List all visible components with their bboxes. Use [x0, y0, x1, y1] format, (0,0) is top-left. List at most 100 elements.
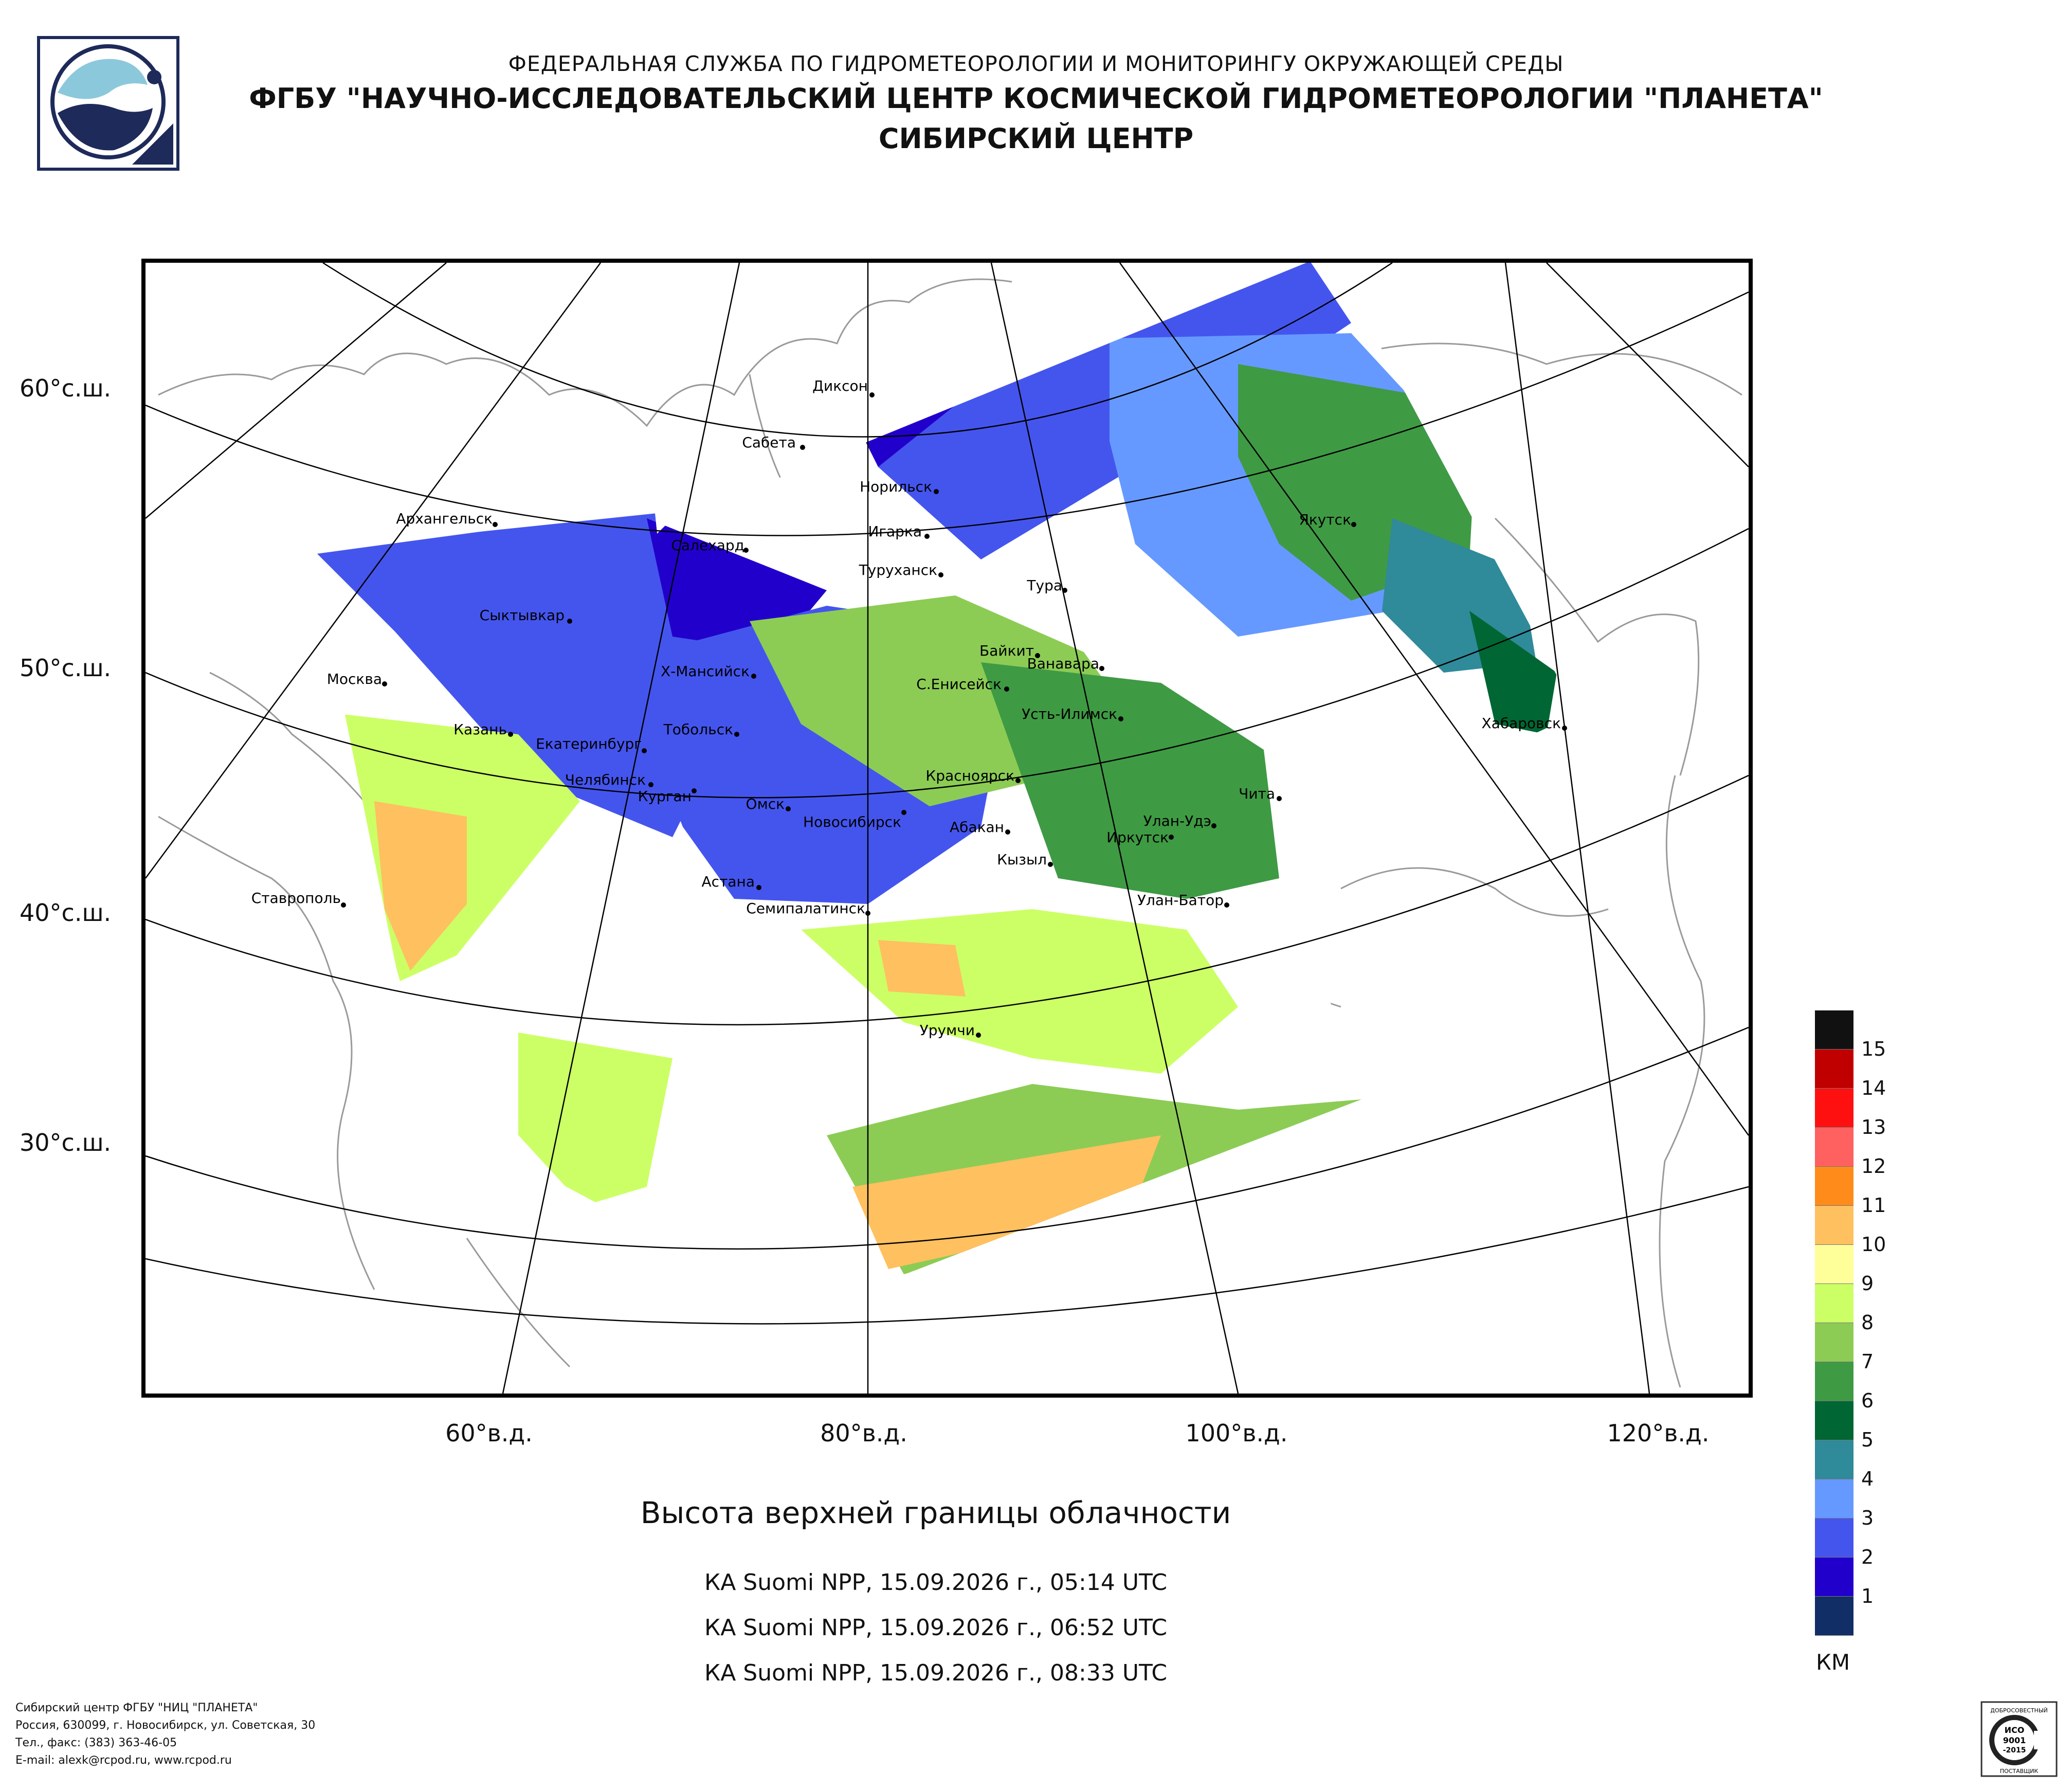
agency-name: ФЕДЕРАЛЬНАЯ СЛУЖБА ПО ГИДРОМЕТЕОРОЛОГИИ …	[508, 51, 1564, 76]
svg-text:Диксон: Диксон	[812, 377, 868, 394]
svg-text:ДОБРОСОВЕСТНЫЙ: ДОБРОСОВЕСТНЫЙ	[1990, 1707, 2048, 1714]
city-semipalatinsk: Семипалатинск	[746, 900, 870, 917]
city-vanavara: Ванавара	[1027, 655, 1104, 672]
institute-name: ФГБУ "НАУЧНО-ИССЛЕДОВАТЕЛЬСКИЙ ЦЕНТР КОС…	[249, 82, 1823, 115]
legend-label: 6	[1861, 1389, 1874, 1412]
city-chelyabinsk: Челябинск	[565, 771, 653, 788]
svg-text:Салехард: Салехард	[671, 537, 744, 554]
height-legend	[1815, 1010, 1853, 1636]
legend-swatch	[1815, 1597, 1853, 1636]
city-salekhard: Салехард	[671, 537, 749, 554]
cities: Диксон Сабета Норильск Игарка Салехард А…	[251, 377, 1567, 1039]
svg-text:Игарка: Игарка	[868, 523, 922, 540]
svg-text:Новосибирск: Новосибирск	[803, 813, 901, 830]
city-tobolsk: Тобольск	[663, 721, 739, 738]
svg-text:Хабаровск: Хабаровск	[1482, 715, 1561, 732]
lon-label-100: 100°в.д.	[1185, 1419, 1288, 1447]
city-krasnoyarsk: Красноярск	[925, 767, 1021, 784]
svg-text:9001: 9001	[2003, 1735, 2026, 1745]
legend-label: 10	[1861, 1233, 1886, 1256]
legend-swatch	[1815, 1362, 1853, 1401]
svg-text:Якутск: Якутск	[1299, 511, 1351, 528]
city-urumqi: Урумчи	[920, 1022, 981, 1039]
legend-swatch	[1815, 1323, 1853, 1362]
city-ulan-ude: Улан-Удэ	[1143, 812, 1216, 829]
planeta-logo	[37, 36, 179, 171]
pass-line-1: КА Suomi NPP, 15.09.2026 г., 05:14 UTC	[704, 1569, 1168, 1596]
lat-label-60: 60°с.ш.	[20, 374, 112, 402]
svg-text:Ставрополь: Ставрополь	[251, 890, 341, 907]
center-name: СИБИРСКИЙ ЦЕНТР	[878, 122, 1194, 155]
svg-text:Астана: Астана	[702, 873, 755, 890]
svg-text:Тура: Тура	[1026, 577, 1062, 594]
lon-label-80: 80°в.д.	[820, 1419, 907, 1447]
legend-label: 5	[1861, 1428, 1874, 1451]
svg-text:Улан-Удэ: Улан-Удэ	[1143, 812, 1211, 829]
map-frame: Диксон Сабета Норильск Игарка Салехард А…	[141, 259, 1753, 1398]
legend-swatch	[1815, 1284, 1853, 1323]
svg-text:Х-Мансийск: Х-Мансийск	[661, 663, 750, 680]
legend-swatch	[1815, 1401, 1853, 1440]
product-title: Высота верхней границы облачности	[640, 1495, 1231, 1530]
svg-text:Усть-Илимск: Усть-Илимск	[1022, 705, 1117, 722]
legend-label: 12	[1861, 1155, 1886, 1178]
city-omsk: Омск	[746, 795, 791, 812]
city-tura: Тура	[1026, 577, 1067, 594]
city-kurgan: Курган	[638, 788, 697, 805]
legend-label: 4	[1861, 1468, 1874, 1490]
svg-text:Сабета: Сабета	[742, 434, 796, 451]
svg-text:Байкит: Байкит	[979, 642, 1034, 659]
city-irkutsk: Иркутск	[1106, 829, 1174, 846]
pass-line-3: КА Suomi NPP, 15.09.2026 г., 08:33 UTC	[704, 1660, 1168, 1686]
legend-swatch	[1815, 1518, 1853, 1558]
legend-swatch	[1815, 1440, 1853, 1479]
city-abakan: Абакан	[950, 819, 1010, 836]
legend-label: 1	[1861, 1585, 1874, 1607]
svg-text:Иркутск: Иркутск	[1106, 829, 1169, 846]
city-norilsk: Норильск	[860, 478, 939, 495]
pass-line-2: КА Suomi NPP, 15.09.2026 г., 06:52 UTC	[704, 1615, 1168, 1641]
legend-swatch	[1815, 1089, 1853, 1128]
svg-text:Архангельск: Архангельск	[396, 510, 493, 527]
city-syktyvkar: Сыктывкар	[480, 607, 572, 624]
svg-text:Туруханск: Туруханск	[859, 562, 937, 578]
cloud-top-height-map: Диксон Сабета Норильск Игарка Салехард А…	[146, 263, 1749, 1394]
city-moscow: Москва	[327, 671, 387, 688]
city-ekaterinburg: Екатеринбург	[536, 735, 647, 753]
city-turukhansk: Туруханск	[859, 562, 943, 578]
lon-label-60: 60°в.д.	[445, 1419, 533, 1447]
svg-text:Урумчи: Урумчи	[920, 1022, 975, 1039]
footer-line: Тел., факс: (383) 363-46-05	[15, 1736, 177, 1749]
legend-label: 11	[1861, 1194, 1886, 1217]
city-chita: Чита	[1239, 785, 1282, 802]
legend-label: 2	[1861, 1546, 1874, 1568]
svg-text:ИСО: ИСО	[2005, 1725, 2025, 1735]
svg-text:Ванавара: Ванавара	[1027, 655, 1099, 672]
svg-text:Чита: Чита	[1239, 785, 1275, 802]
city-novosibirsk: Новосибирск	[803, 810, 906, 830]
svg-text:Красноярск: Красноярск	[925, 767, 1014, 784]
legend-swatch	[1815, 1050, 1853, 1089]
legend-swatch	[1815, 1558, 1853, 1597]
svg-text:Абакан: Абакан	[950, 819, 1004, 836]
city-ulan-bator: Улан-Батор	[1137, 892, 1229, 909]
legend-swatch	[1815, 1245, 1853, 1284]
city-igarka: Игарка	[868, 523, 930, 540]
city-khanty-mansiysk: Х-Мансийск	[661, 663, 756, 680]
legend-swatch	[1815, 1010, 1853, 1050]
city-kazan: Казань	[453, 721, 513, 738]
svg-text:Курган: Курган	[638, 788, 692, 805]
city-ust-ilimsk: Усть-Илимск	[1022, 705, 1123, 722]
footer-contacts: Сибирский центр ФГБУ "НИЦ "ПЛАНЕТА" Росс…	[15, 1699, 315, 1769]
legend-swatch	[1815, 1167, 1853, 1206]
legend-swatch	[1815, 1128, 1853, 1167]
legend-label: 9	[1861, 1272, 1874, 1295]
city-astana: Астана	[702, 873, 761, 890]
lon-label-120: 120°в.д.	[1607, 1419, 1710, 1447]
city-khabarovsk: Хабаровск	[1482, 715, 1567, 732]
legend-label: 15	[1861, 1038, 1886, 1060]
svg-text:Тобольск: Тобольск	[663, 721, 733, 738]
footer-line: Сибирский центр ФГБУ "НИЦ "ПЛАНЕТА"	[15, 1702, 258, 1714]
svg-text:Москва: Москва	[327, 671, 382, 688]
city-sabeta: Сабета	[742, 434, 805, 451]
